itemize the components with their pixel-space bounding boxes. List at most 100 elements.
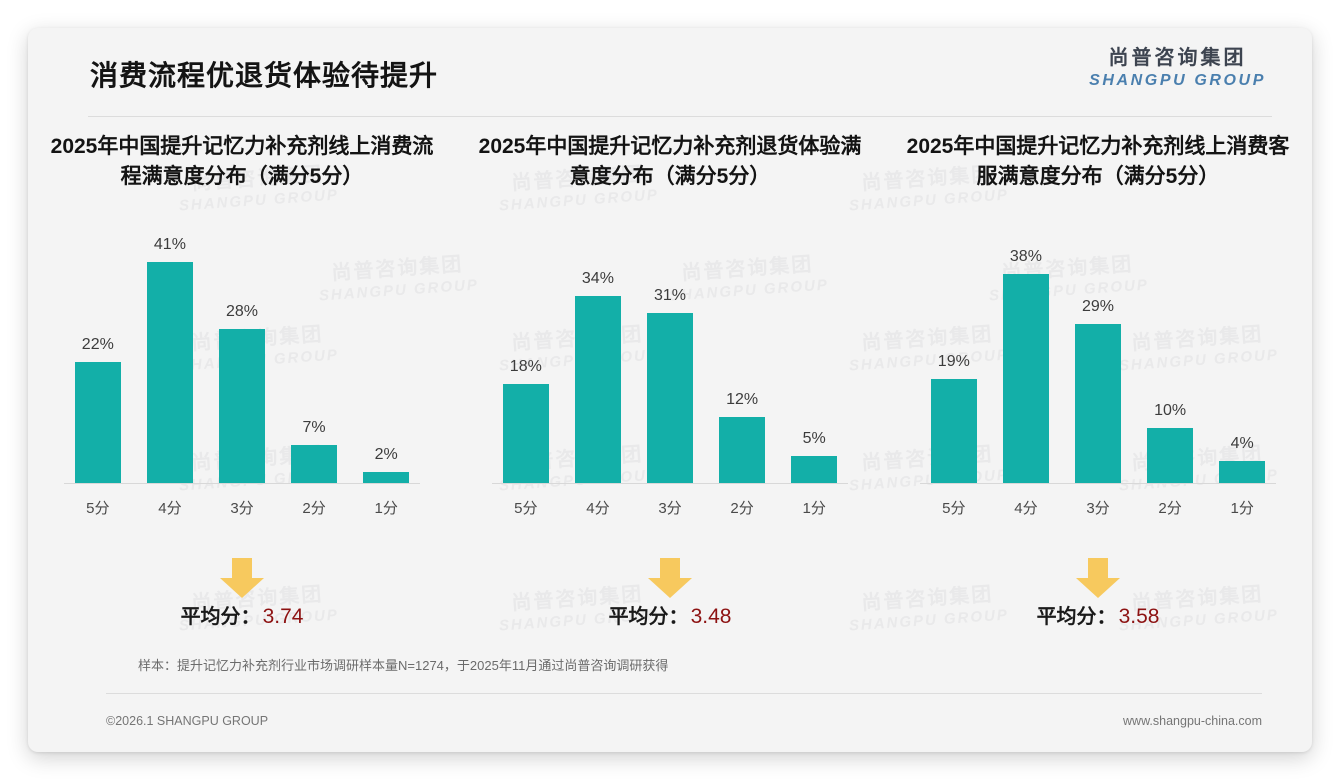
average-score-block-2: 平均分：3.48 [470, 558, 870, 629]
bar-value-label: 10% [1154, 402, 1187, 420]
page-title: 消费流程优退货体验待提升 [90, 60, 439, 91]
bar[interactable] [74, 362, 121, 483]
x-axis-tick-label: 1分 [1230, 500, 1254, 517]
bar[interactable] [791, 455, 838, 483]
x-axis-tick-label: 2分 [302, 500, 326, 517]
bar-value-label: 5% [802, 429, 826, 447]
average-score-line-3: 平均分：3.58 [1037, 600, 1160, 629]
chart-title-3: 2025年中国提升记忆力补充剂线上消费客服满意度分布（满分5分） [906, 135, 1290, 188]
average-score-line-2: 平均分：3.48 [609, 600, 732, 629]
average-score-label-2: 平均分： [608, 606, 689, 628]
bar-value-label: 4% [1230, 435, 1254, 453]
bar-slot: 29% [1064, 236, 1132, 483]
slide-header: 消费流程优退货体验待提升 尚普咨询集团 SHANGPU GROUP [28, 28, 1312, 118]
bar[interactable] [1147, 428, 1194, 483]
x-axis-tick-label: 3分 [658, 500, 682, 517]
bar-slot: 12% [708, 236, 776, 483]
down-arrow-icon [220, 558, 264, 598]
down-arrow-icon [1076, 558, 1120, 598]
source-note: 样本：提升记忆力补充剂行业市场调研样本量N=1274，于2025年11月通过尚普… [138, 658, 669, 673]
bar-value-label: 34% [581, 270, 614, 288]
average-score-block-1: 平均分：3.74 [42, 558, 442, 629]
bar-slot: 7% [280, 236, 348, 483]
slide-canvas: 尚普咨询集团 SHANGPU GROUP 尚普咨询集团 SHANGPU GROUP 尚普… [28, 28, 1312, 752]
chart-panel-3: 2025年中国提升记忆力补充剂线上消费客服满意度分布（满分5分） 19% 38% 2… [884, 132, 1312, 629]
chart-title-2: 2025年中国提升记忆力补充剂退货体验满意度分布（满分5分） [478, 135, 862, 188]
bar-slot: 18% [492, 236, 560, 483]
bar[interactable] [291, 444, 338, 483]
plot-area-2: 18% 34% 31% 12% 5% [492, 236, 848, 484]
bar-value-label: 38% [1009, 248, 1042, 266]
header-divider [88, 116, 1272, 117]
bar-value-label: 2% [374, 446, 398, 464]
bar[interactable] [146, 262, 193, 483]
bar[interactable] [574, 296, 621, 483]
bar-slot: 38% [992, 236, 1060, 483]
bar-chart-2: 18% 34% 31% 12% 5% 5分 4分 3分 2分 1分 [470, 236, 870, 536]
bar-value-label: 12% [726, 391, 759, 409]
x-axis-tick-label: 5分 [514, 500, 538, 517]
average-score-label-1: 平均分： [180, 606, 261, 628]
x-axis-tick-label: 5分 [86, 500, 110, 517]
bar[interactable] [219, 329, 265, 483]
average-score-value-1: 3.74 [262, 605, 304, 628]
bar-slot: 28% [208, 236, 276, 483]
down-arrow-icon [648, 558, 692, 598]
bar[interactable] [502, 384, 549, 483]
x-axis-labels-2: 5分 4分 3分 2分 1分 [492, 497, 848, 518]
x-axis-tick-label: 2分 [1158, 500, 1182, 517]
chart-panel-group: 2025年中国提升记忆力补充剂线上消费流程满意度分布（满分5分） 22% 41% 2… [28, 132, 1312, 629]
average-score-block-3: 平均分：3.58 [898, 558, 1298, 629]
x-axis-tick-label: 4分 [158, 500, 182, 517]
footer-copyright: ©2026.1 SHANGPU GROUP [106, 714, 269, 728]
logo-chinese-text: 尚普咨询集团 [1108, 47, 1247, 69]
bar-slot: 22% [64, 236, 132, 483]
bar-value-label: 41% [153, 236, 186, 253]
bar[interactable] [1002, 274, 1049, 483]
brand-logo: 尚普咨询集团 SHANGPU GROUP [1089, 46, 1266, 90]
bar-value-label: 18% [509, 358, 542, 376]
logo-english-text: SHANGPU GROUP [1089, 72, 1266, 89]
x-axis-tick-label: 2分 [730, 500, 754, 517]
x-axis-tick-label: 1分 [802, 500, 826, 517]
average-score-line-1: 平均分：3.74 [181, 600, 304, 629]
bar-slot: 41% [136, 236, 204, 483]
slide-footer: ©2026.1 SHANGPU GROUP www.shangpu-china.… [106, 714, 1262, 728]
bar-value-label: 28% [225, 303, 259, 321]
average-score-value-3: 3.58 [1118, 605, 1160, 628]
bar-slot: 5% [780, 236, 848, 483]
bar-chart-3: 19% 38% 29% 10% 4% 5分 4分 3分 2分 1分 [898, 236, 1298, 536]
bar[interactable] [1075, 323, 1121, 483]
bar[interactable] [647, 312, 693, 483]
x-axis-labels-1: 5分 4分 3分 2分 1分 [64, 497, 420, 518]
bar-value-label: 31% [653, 286, 687, 304]
bar[interactable] [363, 472, 410, 483]
x-axis-tick-label: 3分 [230, 500, 254, 517]
chart-title-1: 2025年中国提升记忆力补充剂线上消费流程满意度分布（满分5分） [50, 135, 434, 188]
x-axis-tick-label: 5分 [942, 500, 966, 517]
x-axis-tick-label: 1分 [374, 500, 398, 517]
bar-value-label: 7% [302, 418, 326, 436]
x-axis-tick-label: 3分 [1086, 500, 1110, 517]
bar-slot: 10% [1136, 236, 1204, 483]
chart-panel-1: 2025年中国提升记忆力补充剂线上消费流程满意度分布（满分5分） 22% 41% 2… [28, 132, 456, 629]
bar-chart-1: 22% 41% 28% 7% 2% 5分 4分 3分 2分 1分 [42, 236, 442, 536]
plot-area-3: 19% 38% 29% 10% 4% [920, 236, 1276, 484]
plot-area-1: 22% 41% 28% 7% 2% [64, 236, 420, 484]
bar-slot: 31% [636, 236, 704, 483]
footer-website[interactable]: www.shangpu-china.com [1123, 714, 1262, 728]
bar-slot: 4% [1208, 236, 1276, 483]
bar-value-label: 22% [81, 336, 114, 354]
x-axis-tick-label: 4分 [586, 500, 610, 517]
average-score-value-2: 3.48 [690, 605, 732, 628]
x-axis-tick-label: 4分 [1014, 500, 1038, 517]
bar[interactable] [930, 378, 977, 483]
bar[interactable] [719, 417, 766, 483]
average-score-label-3: 平均分： [1036, 606, 1117, 628]
bar-slot: 34% [564, 236, 632, 483]
x-axis-labels-3: 5分 4分 3分 2分 1分 [920, 497, 1276, 518]
chart-panel-2: 2025年中国提升记忆力补充剂退货体验满意度分布（满分5分） 18% 34% 31%… [456, 132, 884, 629]
bar[interactable] [1219, 461, 1266, 483]
bar-value-label: 19% [937, 352, 970, 370]
footer-divider [106, 693, 1262, 694]
